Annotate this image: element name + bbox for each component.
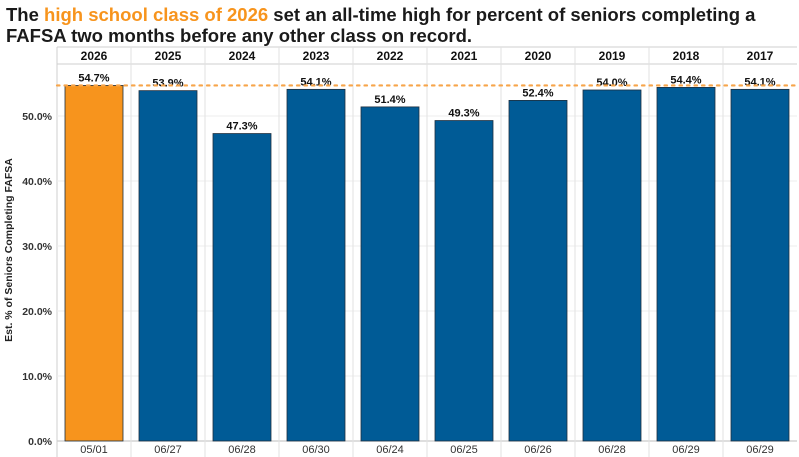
category-header: 2025 <box>155 49 182 63</box>
category-header: 2020 <box>525 49 552 63</box>
date-label: 06/24 <box>376 444 404 456</box>
bar-2023 <box>286 88 346 442</box>
y-axis-label: Est. % of Seniors Completing FAFSA <box>3 158 15 342</box>
bar-2019 <box>582 89 642 442</box>
category-header: 2024 <box>229 49 256 63</box>
bar-2022 <box>360 106 420 442</box>
y-tick-label: 20.0% <box>22 306 52 318</box>
bars-layer <box>64 85 790 442</box>
date-label: 06/26 <box>524 444 552 456</box>
date-label: 06/30 <box>302 444 330 456</box>
date-label: 06/28 <box>228 444 256 456</box>
y-tick-label: 50.0% <box>22 111 52 123</box>
bar-2026 <box>64 85 124 442</box>
data-label: 52.4% <box>522 87 553 99</box>
category-header: 2026 <box>81 49 108 63</box>
bar-2017 <box>730 88 790 442</box>
data-label: 49.3% <box>448 108 479 120</box>
category-header: 2019 <box>599 49 626 63</box>
labels-layer: 0.0% 10.0% 20.0% 30.0% 40.0% 50.0% 2026 54.7% 05… <box>22 49 799 456</box>
bar-2021 <box>434 120 494 442</box>
y-tick-label: 0.0% <box>28 436 53 448</box>
data-label: 53.9% <box>152 78 183 90</box>
data-label: 54.1% <box>300 76 331 88</box>
data-label: 54.4% <box>670 74 701 86</box>
category-header: 2021 <box>451 49 478 63</box>
data-label: 54.7% <box>78 72 109 84</box>
bar-2018 <box>656 87 716 442</box>
category-header: 2023 <box>303 49 330 63</box>
date-label: 06/25 <box>450 444 478 456</box>
title-part2: set an all-time high for percent of seni… <box>6 4 756 46</box>
data-label: 47.3% <box>226 121 257 133</box>
category-header: 2022 <box>377 49 404 63</box>
date-label: 06/28 <box>598 444 626 456</box>
date-label: 06/27 <box>154 444 182 456</box>
y-tick-label: 30.0% <box>22 241 52 253</box>
category-header: 2018 <box>673 49 700 63</box>
title-part1: The <box>6 4 45 25</box>
bar-2020 <box>508 100 568 442</box>
title-highlight: high school class of 2026 <box>44 4 269 25</box>
data-label: 51.4% <box>374 94 405 106</box>
bar-2025 <box>138 90 198 442</box>
date-label: 06/29 <box>746 444 774 456</box>
data-label: 54.0% <box>596 77 627 89</box>
chart-title: The high school class of 2026 set an all… <box>6 4 796 46</box>
date-label: 05/01 <box>80 444 108 456</box>
y-tick-label: 10.0% <box>22 371 52 383</box>
bar-2024 <box>212 133 272 442</box>
data-label: 54.1% <box>744 76 775 88</box>
y-tick-label: 40.0% <box>22 176 52 188</box>
date-label: 06/29 <box>672 444 700 456</box>
category-header: 2017 <box>747 49 774 63</box>
